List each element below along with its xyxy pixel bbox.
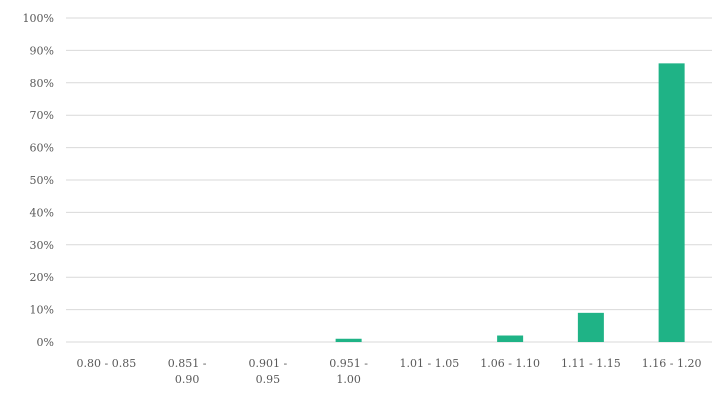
y-tick-label: 40% — [30, 206, 54, 219]
x-tick-label: 1.16 - 1.20 — [642, 357, 702, 370]
bar — [658, 63, 685, 343]
x-tick-label: 1.01 - 1.05 — [400, 357, 460, 370]
y-tick-label: 20% — [30, 271, 54, 284]
bar — [497, 335, 524, 342]
y-tick-label: 50% — [30, 174, 54, 187]
x-tick-label: 1.11 - 1.15 — [561, 357, 621, 370]
bars — [335, 63, 685, 343]
y-tick-label: 10% — [30, 304, 54, 317]
y-tick-label: 0% — [37, 336, 54, 349]
gridlines — [66, 17, 712, 343]
bar — [577, 312, 604, 342]
y-tick-label: 80% — [30, 77, 54, 90]
x-tick-label: 0.901 -0.95 — [249, 357, 288, 386]
x-tick-label: 1.06 - 1.10 — [480, 357, 540, 370]
bar — [335, 338, 362, 342]
y-tick-label: 90% — [30, 44, 54, 57]
x-tick-label: 0.951 -1.00 — [329, 357, 368, 386]
y-tick-label: 30% — [30, 239, 54, 252]
y-tick-label: 70% — [30, 109, 54, 122]
x-tick-label: 0.80 - 0.85 — [77, 357, 137, 370]
x-axis-tick-labels: 0.80 - 0.85 0.851 -0.90 0.901 -0.95 0.951 -… — [77, 357, 702, 386]
y-tick-label: 60% — [30, 142, 54, 155]
y-tick-label: 100% — [23, 12, 54, 25]
y-axis-tick-labels: 0% 10% 20% 30% 40% 50% 60% 70% 80% 90% 100% — [23, 12, 54, 349]
x-tick-label: 0.851 -0.90 — [168, 357, 207, 386]
